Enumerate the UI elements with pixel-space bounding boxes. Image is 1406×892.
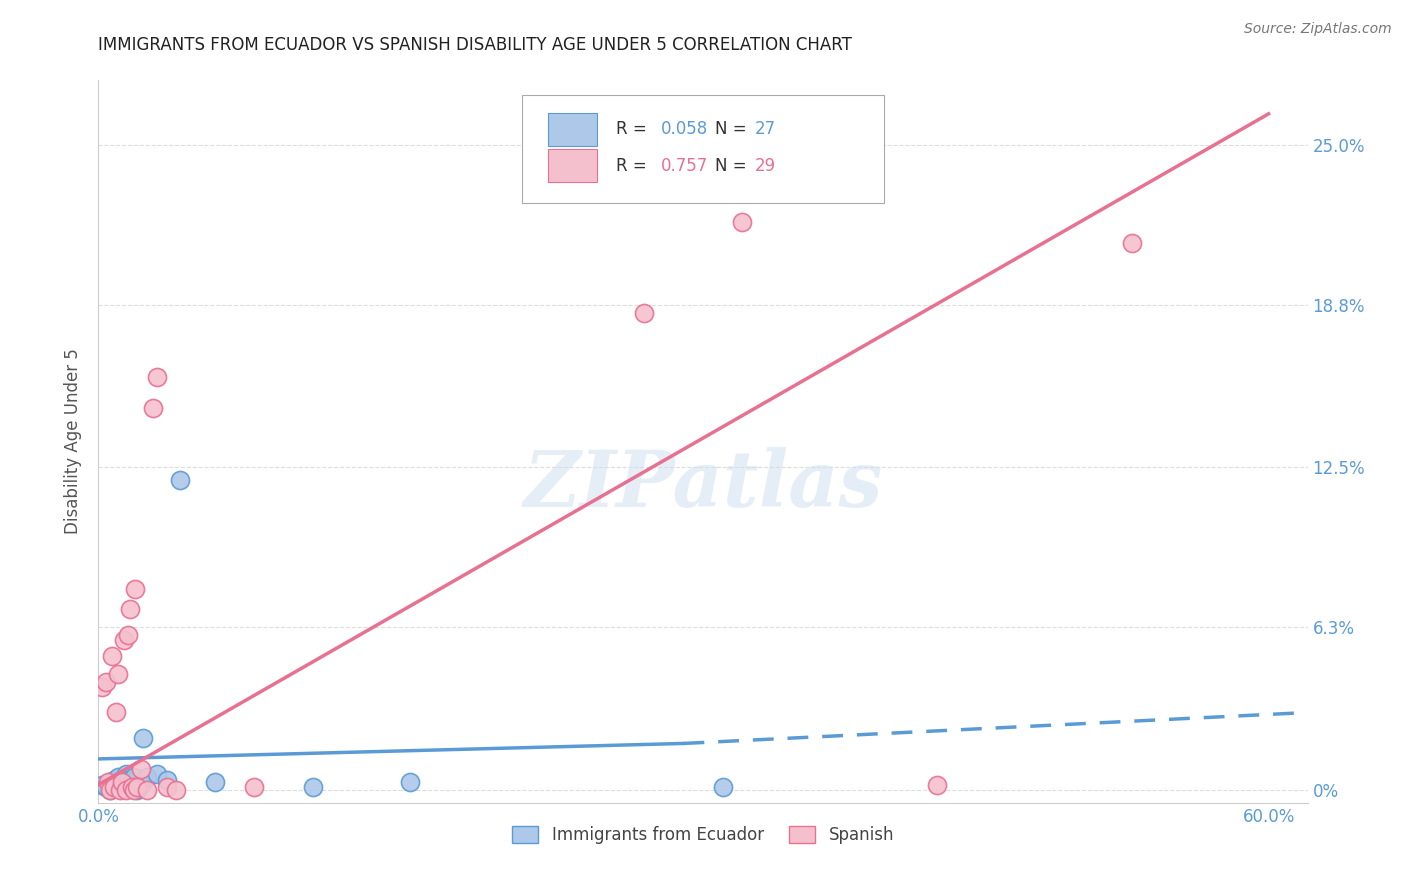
Text: R =: R = bbox=[616, 120, 652, 138]
Point bbox=[204, 775, 226, 789]
Point bbox=[97, 775, 120, 789]
Point bbox=[107, 770, 129, 784]
Point bbox=[104, 706, 127, 720]
Point bbox=[127, 783, 149, 797]
Point bbox=[91, 680, 114, 694]
Point bbox=[98, 775, 121, 789]
Text: N =: N = bbox=[716, 156, 752, 175]
Point bbox=[127, 780, 149, 795]
Point bbox=[103, 772, 125, 787]
Point bbox=[118, 778, 141, 792]
Point bbox=[156, 772, 179, 787]
Text: N =: N = bbox=[716, 120, 752, 138]
Point bbox=[114, 767, 136, 781]
Text: 0.757: 0.757 bbox=[661, 156, 709, 175]
Point bbox=[399, 775, 422, 789]
Point bbox=[98, 783, 121, 797]
Point bbox=[131, 762, 153, 776]
Point bbox=[96, 780, 118, 795]
Point bbox=[165, 783, 187, 797]
Point bbox=[132, 731, 155, 746]
Point bbox=[633, 305, 655, 319]
Text: IMMIGRANTS FROM ECUADOR VS SPANISH DISABILITY AGE UNDER 5 CORRELATION CHART: IMMIGRANTS FROM ECUADOR VS SPANISH DISAB… bbox=[98, 36, 852, 54]
Point bbox=[91, 778, 114, 792]
Y-axis label: Disability Age Under 5: Disability Age Under 5 bbox=[65, 349, 83, 534]
Point bbox=[112, 780, 135, 795]
Text: ZIPatlas: ZIPatlas bbox=[523, 447, 883, 523]
Point bbox=[104, 780, 127, 795]
Point bbox=[124, 582, 146, 596]
Point bbox=[107, 778, 129, 792]
Point bbox=[1121, 235, 1143, 250]
Point bbox=[122, 770, 145, 784]
Point bbox=[302, 780, 325, 795]
FancyBboxPatch shape bbox=[548, 113, 596, 145]
Point bbox=[118, 602, 141, 616]
Text: R =: R = bbox=[616, 156, 652, 175]
Point bbox=[112, 633, 135, 648]
Point bbox=[731, 215, 754, 229]
Point bbox=[122, 783, 145, 797]
Point bbox=[169, 473, 191, 487]
Point bbox=[114, 783, 136, 797]
Point bbox=[131, 778, 153, 792]
Text: Source: ZipAtlas.com: Source: ZipAtlas.com bbox=[1244, 22, 1392, 37]
Text: 27: 27 bbox=[755, 120, 776, 138]
Point bbox=[108, 783, 131, 797]
Point bbox=[103, 780, 125, 795]
Point bbox=[107, 666, 129, 681]
FancyBboxPatch shape bbox=[548, 149, 596, 182]
Legend: Immigrants from Ecuador, Spanish: Immigrants from Ecuador, Spanish bbox=[503, 817, 903, 852]
Point bbox=[146, 370, 169, 384]
Point bbox=[243, 780, 266, 795]
Point bbox=[156, 780, 179, 795]
Text: 0.058: 0.058 bbox=[661, 120, 709, 138]
Point bbox=[925, 778, 948, 792]
Text: 29: 29 bbox=[755, 156, 776, 175]
Point bbox=[101, 648, 124, 663]
Point bbox=[98, 783, 121, 797]
Point bbox=[111, 775, 134, 789]
Point bbox=[711, 780, 734, 795]
Point bbox=[101, 778, 124, 792]
Point bbox=[142, 401, 165, 415]
Point bbox=[117, 628, 139, 642]
Point bbox=[146, 767, 169, 781]
FancyBboxPatch shape bbox=[522, 95, 884, 203]
Point bbox=[121, 780, 143, 795]
Point bbox=[96, 674, 118, 689]
Point bbox=[136, 783, 159, 797]
Point bbox=[136, 770, 159, 784]
Point bbox=[117, 772, 139, 787]
Point bbox=[121, 775, 143, 789]
Point bbox=[111, 775, 134, 789]
